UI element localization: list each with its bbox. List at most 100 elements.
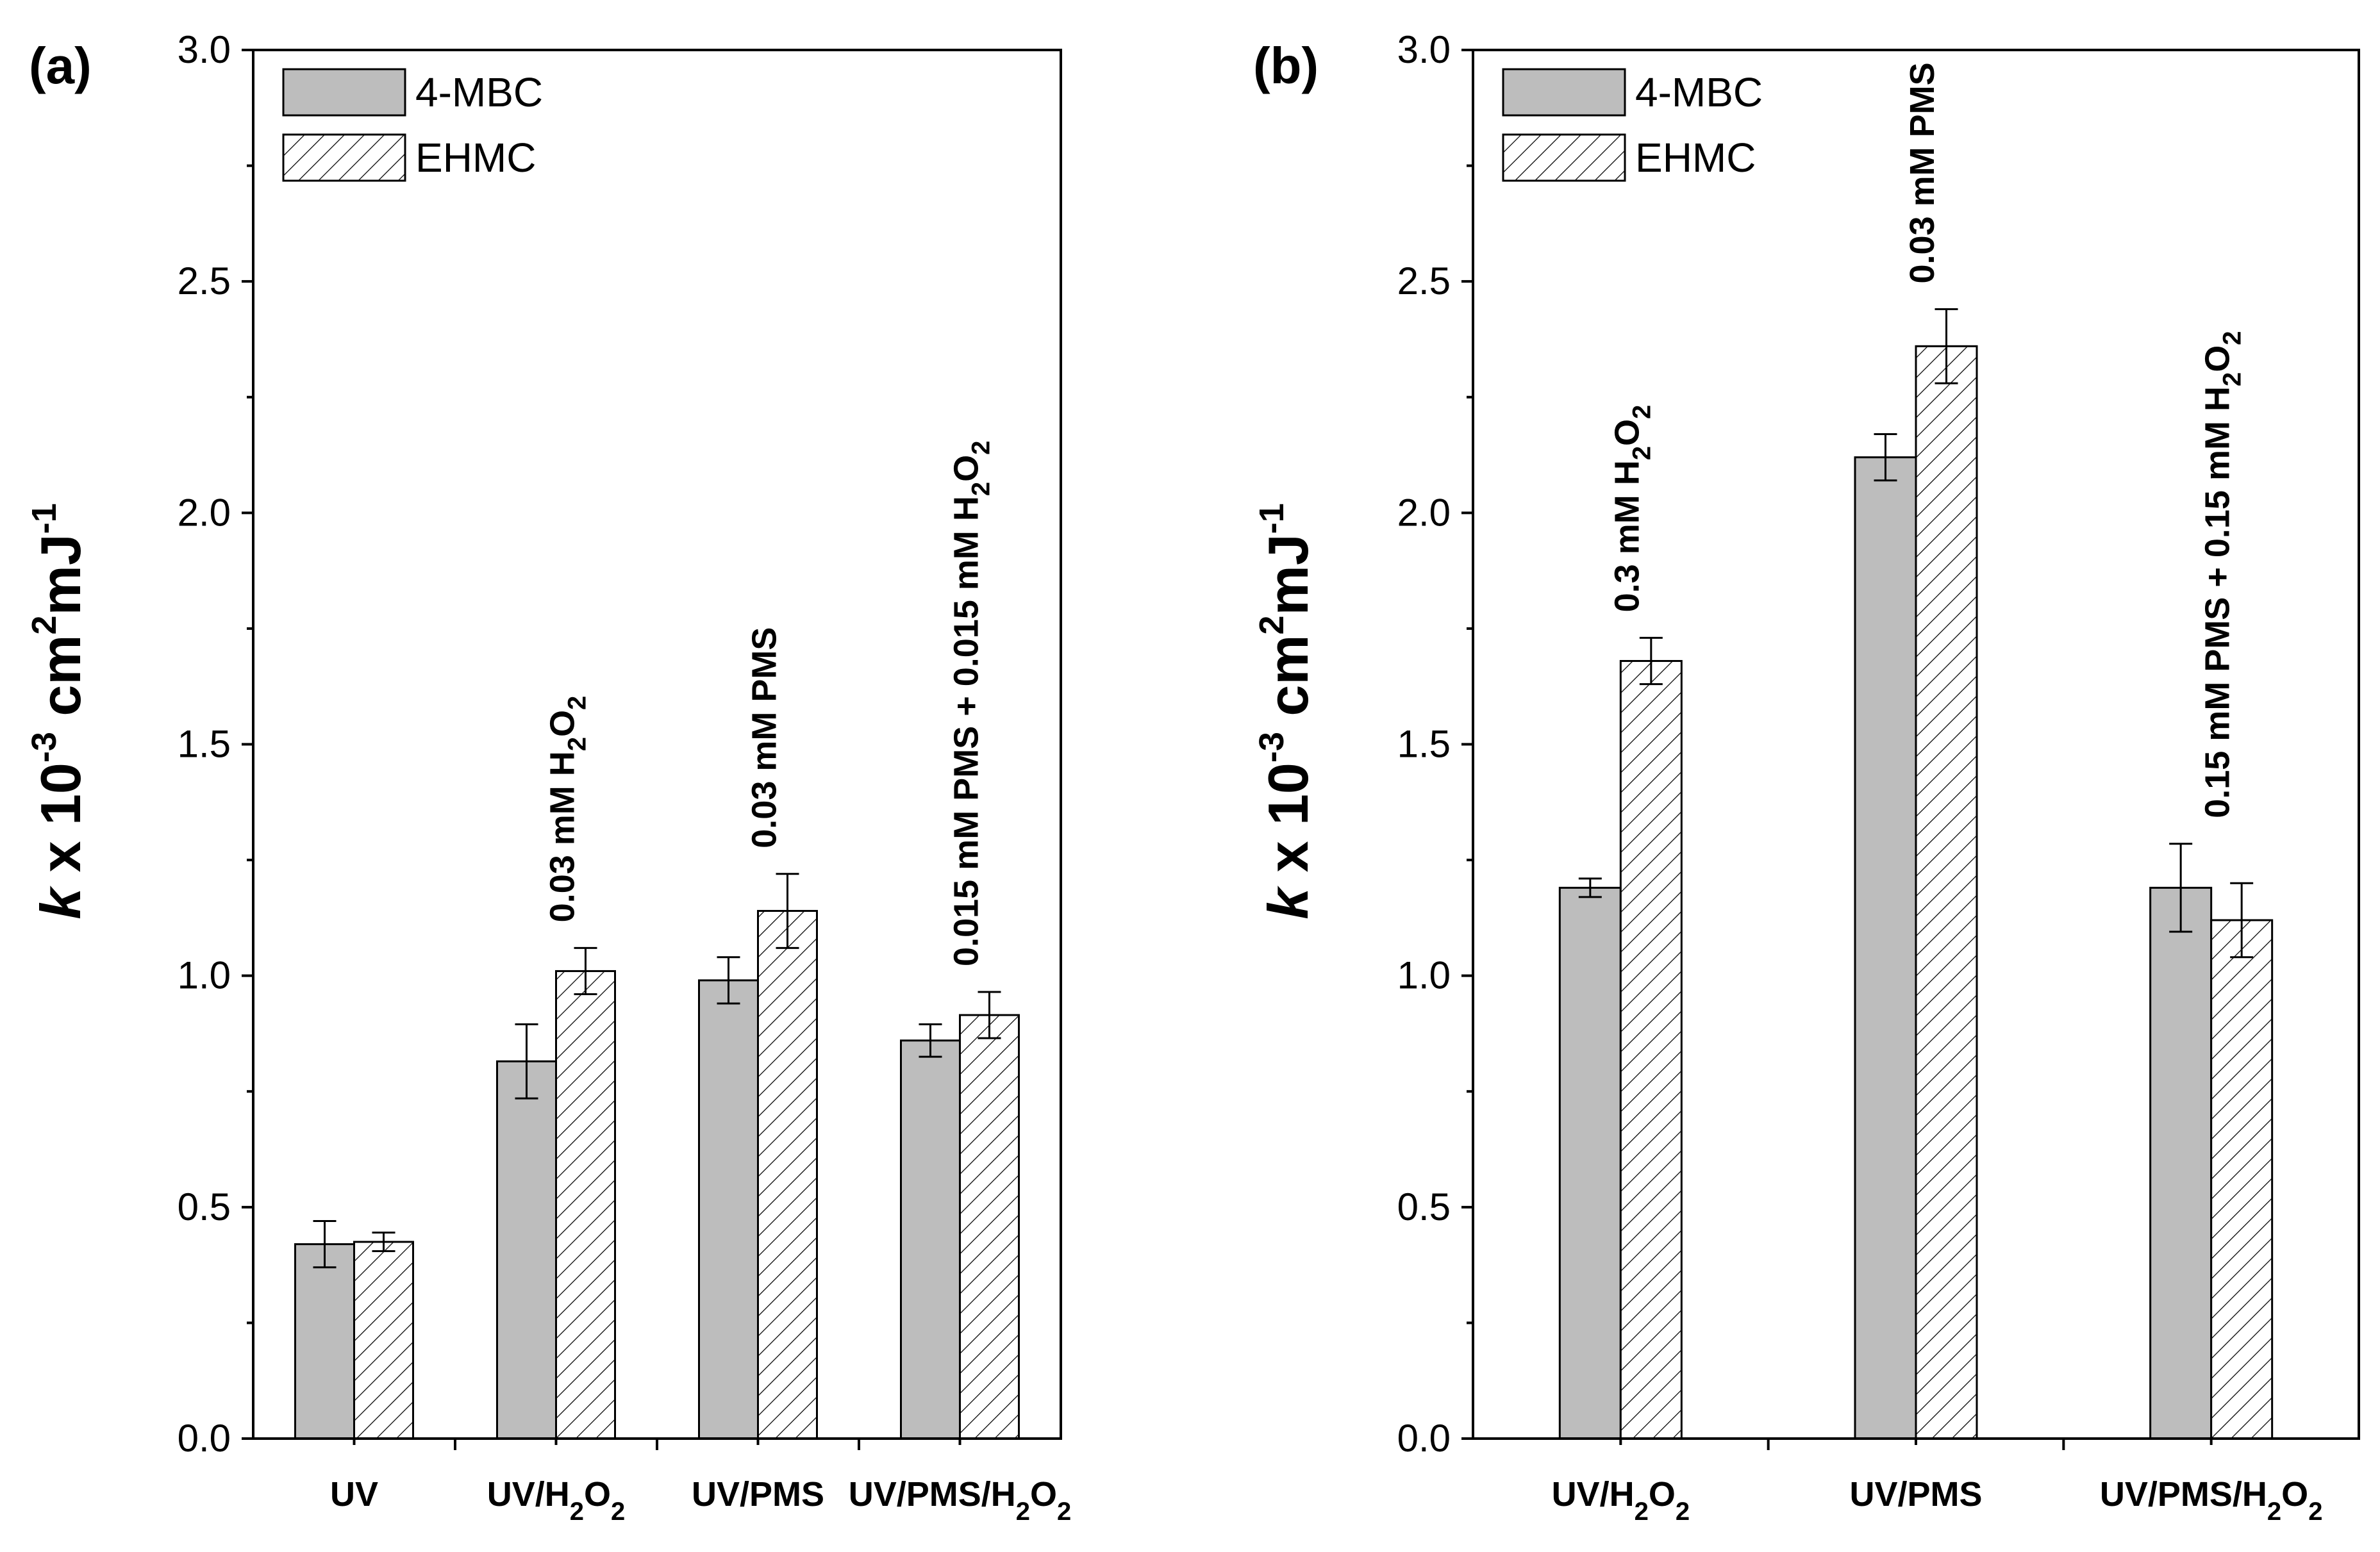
bar-4mbc (900, 1039, 961, 1440)
bar-4mbc (698, 979, 759, 1440)
panel-a-condition-annotation: 0.015 mM PMS + 0.015 mM H2O2 (947, 441, 995, 966)
panel-b-y-tick-label: 0.0 (1397, 1417, 1451, 1460)
panel-a-y-tick-label: 2.5 (178, 260, 231, 302)
panel-a-ylabel-cm: cm (29, 634, 92, 732)
panel-a: (a) k x 10-3 cm2mJ-1 0.00.51.01.52.02.53… (25, 28, 1071, 1526)
bar-ehmc (757, 910, 818, 1440)
panel-a-category-label: UV (330, 1475, 378, 1514)
panel-a-y-tick-label: 1.5 (178, 723, 231, 766)
bar-4mbc (1558, 886, 1622, 1440)
panel-a-y-tick-label: 0.5 (178, 1185, 231, 1228)
panel-a-y-axis-label: k x 10-3 cm2mJ-1 (25, 503, 92, 920)
category-subscript: 2 (1676, 1498, 1690, 1526)
panel-a-category-label: UV/H2O2 (487, 1475, 626, 1526)
bar-ehmc (1915, 345, 1978, 1440)
bar-ehmc (2210, 919, 2274, 1440)
category-subscript: 2 (570, 1498, 584, 1526)
annotation-text: 0.015 mM PMS + 0.015 mM H (947, 496, 986, 966)
category-subscript: 2 (2308, 1498, 2322, 1526)
panel-b-y-tick-label: 3.0 (1397, 28, 1451, 71)
panel-b-condition-annotation: 0.03 mM PMS (1903, 62, 1942, 283)
legend-label-ehmc: EHMC (415, 135, 536, 181)
panel-b-y-axis-label: k x 10-3 cm2mJ-1 (1252, 503, 1320, 920)
bar-ehmc (353, 1241, 414, 1440)
panel-a-label: (a) (29, 37, 92, 94)
legend-swatch-hatched (282, 133, 406, 182)
panel-b-y-tick-label: 1.5 (1397, 723, 1451, 766)
annotation-text: 0.03 mM PMS (745, 627, 784, 848)
panel-a-ylabel-k: k (29, 886, 92, 920)
annotation-text: O (544, 710, 582, 737)
category-subscript: 2 (2267, 1498, 2281, 1526)
svg-text:0.03 mM H2O2: 0.03 mM H2O2 (544, 696, 592, 923)
panel-a-y-tick-label: 1.0 (178, 954, 231, 997)
category-text: O (1649, 1475, 1676, 1514)
category-subscript: 2 (1057, 1498, 1071, 1526)
panel-b-y-tick-label: 0.5 (1397, 1185, 1451, 1228)
category-text: UV/H (487, 1475, 570, 1514)
bar-ehmc (1619, 659, 1683, 1440)
category-text: O (1030, 1475, 1057, 1514)
svg-text:k x 10-3 cm2mJ-1: k x 10-3 cm2mJ-1 (25, 503, 92, 920)
panel-b-ylabel-mj: mJ (1256, 534, 1320, 615)
legend-swatch-hatched (1502, 133, 1626, 182)
annotation-subscript: 2 (563, 737, 592, 751)
annotation-text: O (2199, 345, 2237, 372)
panel-a-condition-annotation: 0.03 mM PMS (745, 627, 784, 848)
panel-b-ylabel-cm: cm (1256, 634, 1320, 732)
svg-text:0.015 mM PMS + 0.015 mM H2O2: 0.015 mM PMS + 0.015 mM H2O2 (947, 441, 995, 966)
panel-b-ylabel-k: k (1256, 886, 1320, 920)
panel-a-ylabel-main: x 10 (29, 763, 92, 888)
panel-b-ylabel-main: x 10 (1256, 763, 1320, 888)
bar-4mbc (2149, 886, 2213, 1440)
panel-a-ylabel-exp3: -1 (25, 503, 63, 534)
svg-text:0.15 mM PMS + 0.15 mM H2O2: 0.15 mM PMS + 0.15 mM H2O2 (2199, 331, 2247, 818)
category-text: UV/PMS/H (2100, 1475, 2267, 1514)
panel-a-category-label: UV/PMS/H2O2 (849, 1475, 1072, 1526)
legend-swatch-solid (1502, 68, 1626, 117)
legend-swatch-solid (282, 68, 406, 117)
panel-b-condition-annotation: 0.15 mM PMS + 0.15 mM H2O2 (2199, 331, 2247, 818)
svg-text:0.03 mM PMS: 0.03 mM PMS (745, 627, 784, 848)
annotation-text: 0.03 mM H (544, 751, 582, 922)
annotation-text: O (947, 455, 986, 482)
panel-a-y-tick-label: 2.0 (178, 491, 231, 534)
category-text: UV (330, 1475, 378, 1514)
legend-label-4mbc: 4-MBC (1635, 69, 1763, 115)
panel-a-ylabel-exp1: -3 (25, 732, 63, 763)
panel-a-category-label: UV/PMS (692, 1475, 824, 1514)
bar-ehmc (555, 970, 616, 1440)
annotation-subscript: 2 (1627, 446, 1656, 460)
panel-b-category-label: UV/PMS/H2O2 (2100, 1475, 2323, 1526)
bar-4mbc (496, 1060, 557, 1440)
panel-b-ylabel-exp1: -3 (1252, 732, 1291, 763)
bar-4mbc (294, 1243, 355, 1440)
annotation-subscript: 2 (967, 482, 995, 496)
category-text: O (584, 1475, 611, 1514)
panel-b-legend: 4-MBC EHMC (1502, 68, 1763, 182)
annotation-text: 0.3 mM H (1608, 460, 1646, 612)
panel-a-y-tick-label: 3.0 (178, 28, 231, 71)
bar-ehmc (959, 1014, 1020, 1440)
panel-b-condition-annotation: 0.3 mM H2O2 (1608, 405, 1656, 613)
category-subscript: 2 (1635, 1498, 1649, 1526)
category-text: UV/PMS/H (849, 1475, 1016, 1514)
annotation-subscript: 2 (2218, 331, 2247, 345)
legend-label-ehmc: EHMC (1635, 135, 1756, 181)
category-subscript: 2 (611, 1498, 625, 1526)
panel-b-category-label: UV/H2O2 (1552, 1475, 1690, 1526)
panel-a-legend: 4-MBC EHMC (282, 68, 543, 182)
panel-b-ylabel-exp3: -1 (1252, 503, 1291, 534)
panel-b-y-tick-label: 2.0 (1397, 491, 1451, 534)
svg-text:0.03 mM PMS: 0.03 mM PMS (1903, 62, 1942, 283)
annotation-text: 0.03 mM PMS (1903, 62, 1942, 283)
panel-a-ylabel-exp2: 2 (25, 615, 63, 634)
category-text: UV/PMS (692, 1475, 824, 1514)
annotation-text: O (1608, 419, 1646, 446)
panel-b-y-tick-label: 2.5 (1397, 260, 1451, 302)
category-text: UV/PMS (1849, 1475, 1982, 1514)
panel-b-ylabel-exp2: 2 (1252, 615, 1291, 634)
svg-text:k x 10-3 cm2mJ-1: k x 10-3 cm2mJ-1 (1252, 503, 1320, 920)
panel-b-label: (b) (1253, 37, 1319, 94)
